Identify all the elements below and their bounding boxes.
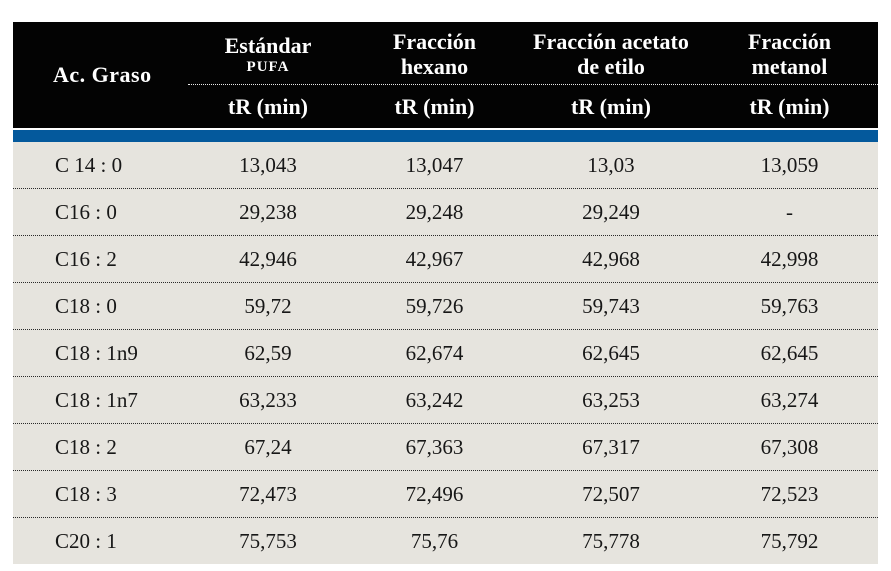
cell-value: 13,043 (239, 152, 297, 177)
cell-value: 42,968 (582, 246, 640, 271)
table-row: C18 : 1n9 62,59 62,674 62,645 62,645 (13, 330, 878, 377)
table-row: C20 : 1 75,753 75,76 75,778 75,792 (13, 518, 878, 564)
cell-value: 72,507 (582, 481, 640, 506)
row-label: C16 : 0 (55, 199, 117, 224)
cell-value: 42,998 (760, 246, 819, 271)
cell-value: 63,253 (582, 387, 640, 412)
table-row: C18 : 2 67,24 67,363 67,317 67,308 (13, 424, 878, 471)
cell-value: 67,24 (244, 434, 292, 459)
cell-value: 72,473 (239, 481, 297, 506)
cell-value: 75,76 (410, 528, 459, 553)
cell-value: 75,753 (239, 528, 297, 553)
table-row: C 14 : 0 13,043 13,047 13,03 13,059 (13, 142, 878, 189)
row-label: C 14 : 0 (55, 152, 123, 177)
column-header-fraccion-metanol: Fracción metanol (701, 22, 878, 84)
table-body: C 14 : 0 13,043 13,047 13,03 13,059 C16 … (13, 142, 878, 564)
cell-value: 29,249 (582, 199, 640, 224)
column-title: Estándar (224, 33, 312, 59)
table-row: C16 : 0 29,238 29,248 29,249 - (13, 189, 878, 236)
row-label: C18 : 3 (55, 481, 117, 506)
cell-value: 62,59 (244, 340, 292, 365)
cell-value: 67,317 (582, 434, 640, 459)
cell-value: 29,238 (239, 199, 297, 224)
unit-label-tr-min: tR (min) (570, 93, 652, 119)
cell-value: 62,645 (760, 340, 819, 365)
cell-value: 63,242 (405, 387, 464, 412)
cell-value: 72,496 (405, 481, 464, 506)
cell-value: 59,726 (405, 293, 464, 318)
column-titles-row: Estándar PUFA Fracción hexano Fracción a… (188, 22, 878, 84)
cell-value: 72,523 (760, 481, 819, 506)
retention-time-table: Ac. Graso Estándar PUFA Fracción hexano … (13, 22, 878, 564)
cell-value: 13,03 (587, 152, 635, 177)
table-row: C18 : 1n7 63,233 63,242 63,253 63,274 (13, 377, 878, 424)
table-header: Ac. Graso Estándar PUFA Fracción hexano … (13, 22, 878, 128)
column-subtitle: PUFA (246, 58, 290, 75)
table-row: C18 : 0 59,72 59,726 59,743 59,763 (13, 283, 878, 330)
cell-value: 62,674 (405, 340, 464, 365)
column-header-fraccion-hexano: Fracción hexano (348, 22, 521, 84)
cell-value: 29,248 (405, 199, 464, 224)
accent-divider-bar (13, 130, 878, 142)
unit-labels-row: tR (min) tR (min) tR (min) tR (min) (188, 84, 878, 128)
unit-label-tr-min: tR (min) (749, 93, 830, 119)
column-subtitle: hexano (400, 54, 469, 79)
row-label: C18 : 1n9 (55, 340, 138, 365)
unit-label-tr-min: tR (min) (394, 93, 475, 119)
column-header-estandar-pufa: Estándar PUFA (188, 22, 348, 84)
table-row: C18 : 3 72,473 72,496 72,507 72,523 (13, 471, 878, 518)
unit-label-tr-min: tR (min) (227, 93, 309, 119)
cell-value: 59,763 (760, 293, 819, 318)
column-subtitle: metanol (751, 54, 828, 79)
cell-value: 75,792 (760, 528, 819, 553)
cell-value: 67,308 (760, 434, 819, 459)
column-title: Fracción (392, 29, 477, 55)
cell-value: 67,363 (405, 434, 464, 459)
column-subtitle: de etilo (577, 54, 645, 79)
cell-value: 75,778 (582, 528, 640, 553)
cell-value: 63,233 (239, 387, 297, 412)
cell-value: 59,743 (582, 293, 640, 318)
cell-value: 59,72 (244, 293, 292, 318)
column-header-fatty-acid: Ac. Graso (53, 62, 152, 87)
column-header-fraccion-acetato-etilo: Fracción acetato de etilo (521, 22, 701, 84)
cell-value: 62,645 (582, 340, 640, 365)
cell-value: - (786, 199, 793, 224)
column-title: Fracción acetato (533, 29, 689, 55)
cell-value: 63,274 (760, 387, 819, 412)
row-label: C18 : 1n7 (55, 387, 138, 412)
column-title: Fracción (747, 29, 832, 55)
row-label: C20 : 1 (55, 528, 117, 553)
cell-value: 42,946 (239, 246, 297, 271)
row-label: C16 : 2 (55, 246, 117, 271)
cell-value: 42,967 (405, 246, 464, 271)
cell-value: 13,047 (405, 152, 464, 177)
cell-value: 13,059 (760, 152, 819, 177)
row-label: C18 : 2 (55, 434, 117, 459)
table-header-right: Estándar PUFA Fracción hexano Fracción a… (188, 22, 878, 128)
table-row: C16 : 2 42,946 42,967 42,968 42,998 (13, 236, 878, 283)
row-label: C18 : 0 (55, 293, 117, 318)
